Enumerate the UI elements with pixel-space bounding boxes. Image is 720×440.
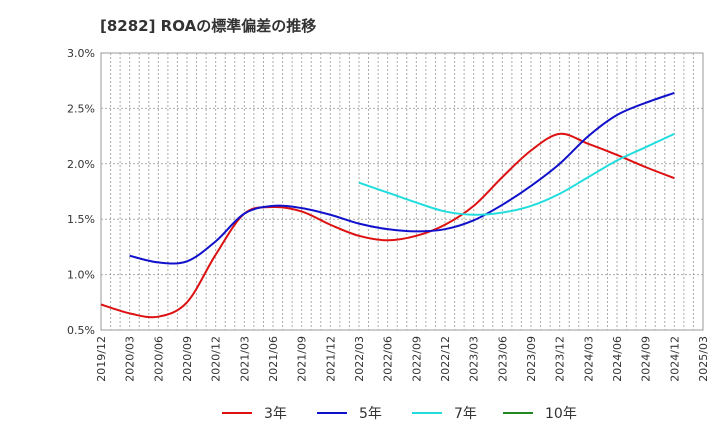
x-tick-label: 2022/03 xyxy=(353,336,366,382)
x-tick-label: 2021/09 xyxy=(296,336,309,382)
x-axis-ticks: 2019/12 2020/03 2020/06 2020/09 2020/12 2021/… xyxy=(95,336,710,382)
x-tick-label: 2023/03 xyxy=(468,336,481,382)
x-tick-label: 2020/12 xyxy=(210,336,223,382)
legend-label-2: 7年 xyxy=(454,406,477,422)
x-tick-label: 2024/09 xyxy=(640,336,653,382)
x-tick-label: 2024/12 xyxy=(668,336,681,382)
y-tick-label: 3.0% xyxy=(67,47,95,60)
x-tick-label: 2023/06 xyxy=(496,336,509,382)
x-tick-label: 2020/06 xyxy=(152,336,165,382)
x-tick-label: 2025/03 xyxy=(697,336,710,382)
y-tick-label: 2.5% xyxy=(67,102,95,115)
plot-area xyxy=(100,52,704,331)
x-tick-label: 2024/06 xyxy=(611,336,624,382)
series-line-0 xyxy=(100,132,675,319)
x-tick-label: 2020/03 xyxy=(124,336,137,382)
x-tick-label: 2023/09 xyxy=(525,336,538,382)
x-tick-label: 2024/03 xyxy=(582,336,595,382)
series-line-1 xyxy=(129,91,675,265)
x-tick-label: 2022/12 xyxy=(439,336,452,382)
legend-label-1: 5年 xyxy=(359,406,382,422)
legend: 3年 5年 7年 10年 xyxy=(222,406,577,422)
x-tick-label: 2022/06 xyxy=(382,336,395,382)
x-tick-label: 2022/09 xyxy=(410,336,423,382)
chart-title: [8282] ROAの標準偏差の推移 xyxy=(100,17,316,35)
y-tick-label: 1.5% xyxy=(67,213,95,226)
y-axis-ticks: 0.5% 1.0% 1.5% 2.0% 2.5% 3.0% xyxy=(67,47,95,337)
series-line-2 xyxy=(358,132,675,216)
gridlines xyxy=(101,53,703,330)
x-tick-label: 2021/03 xyxy=(238,336,251,382)
y-tick-label: 1.0% xyxy=(67,269,95,282)
legend-label-3: 10年 xyxy=(545,406,577,422)
x-tick-label: 2023/12 xyxy=(554,336,567,382)
x-tick-label: 2021/06 xyxy=(267,336,280,382)
x-tick-label: 2020/09 xyxy=(181,336,194,382)
legend-label-0: 3年 xyxy=(264,406,287,422)
x-tick-label: 2021/12 xyxy=(324,336,337,382)
y-tick-label: 2.0% xyxy=(67,158,95,171)
x-tick-label: 2019/12 xyxy=(95,336,108,382)
series-lines xyxy=(100,91,675,319)
y-tick-label: 0.5% xyxy=(67,324,95,337)
